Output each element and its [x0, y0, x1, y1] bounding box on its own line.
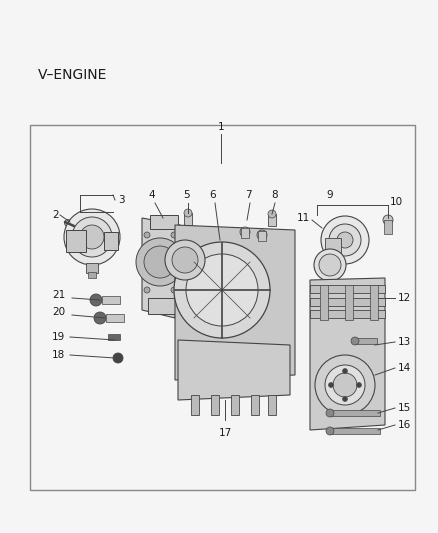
Bar: [251, 395, 259, 415]
Text: 17: 17: [219, 428, 232, 438]
Polygon shape: [175, 225, 295, 380]
Circle shape: [113, 353, 123, 363]
Bar: [355, 338, 377, 344]
Circle shape: [64, 209, 120, 265]
Circle shape: [165, 240, 205, 280]
Circle shape: [64, 220, 71, 227]
Circle shape: [94, 312, 106, 324]
Bar: [258, 231, 266, 241]
Circle shape: [90, 294, 102, 306]
Bar: [184, 213, 192, 227]
Circle shape: [174, 242, 270, 338]
Bar: [106, 314, 124, 322]
Circle shape: [72, 217, 112, 257]
Text: 15: 15: [398, 403, 411, 413]
Polygon shape: [178, 340, 290, 400]
Bar: [310, 285, 385, 293]
Circle shape: [326, 427, 334, 435]
Circle shape: [144, 232, 150, 238]
Bar: [330, 428, 380, 434]
Bar: [320, 285, 328, 320]
Text: 16: 16: [398, 420, 411, 430]
Bar: [30, 125, 415, 490]
Text: 14: 14: [398, 363, 411, 373]
Bar: [108, 334, 120, 340]
Circle shape: [144, 246, 176, 278]
Text: 12: 12: [398, 293, 411, 303]
Text: 21: 21: [52, 290, 65, 300]
Bar: [150, 215, 178, 229]
Bar: [211, 395, 219, 415]
Circle shape: [314, 249, 346, 281]
Circle shape: [144, 287, 150, 293]
Circle shape: [383, 215, 393, 225]
Circle shape: [333, 373, 357, 397]
Bar: [86, 263, 98, 273]
Bar: [310, 298, 385, 306]
Text: 7: 7: [245, 190, 251, 200]
Bar: [241, 228, 249, 238]
Text: 13: 13: [398, 337, 411, 347]
Bar: [231, 395, 239, 415]
Bar: [384, 220, 392, 234]
Polygon shape: [310, 278, 385, 430]
Circle shape: [343, 397, 347, 401]
Bar: [102, 296, 120, 304]
Circle shape: [171, 287, 177, 293]
Circle shape: [136, 238, 184, 286]
Bar: [268, 214, 276, 226]
Circle shape: [337, 232, 353, 248]
Circle shape: [240, 227, 250, 237]
Circle shape: [325, 365, 365, 405]
Circle shape: [257, 230, 267, 240]
Bar: [370, 285, 378, 320]
Text: 3: 3: [118, 195, 125, 205]
Bar: [88, 272, 96, 278]
Bar: [345, 285, 353, 320]
Circle shape: [80, 225, 104, 249]
Bar: [330, 410, 380, 416]
Text: 1: 1: [218, 122, 224, 132]
Circle shape: [319, 254, 341, 276]
Circle shape: [351, 337, 359, 345]
Bar: [66, 230, 86, 252]
Bar: [310, 310, 385, 318]
Polygon shape: [142, 218, 180, 318]
Text: 4: 4: [148, 190, 155, 200]
Bar: [325, 238, 341, 258]
Text: 5: 5: [183, 190, 189, 200]
Circle shape: [343, 368, 347, 374]
Bar: [191, 395, 199, 415]
Bar: [148, 298, 176, 314]
Text: 2: 2: [52, 210, 59, 220]
Text: 8: 8: [272, 190, 278, 200]
Circle shape: [172, 247, 198, 273]
Text: 20: 20: [52, 307, 65, 317]
Circle shape: [357, 383, 361, 387]
Circle shape: [186, 254, 258, 326]
Text: 6: 6: [210, 190, 216, 200]
Bar: [104, 232, 118, 250]
Circle shape: [328, 383, 333, 387]
Bar: [268, 395, 276, 415]
Circle shape: [268, 210, 276, 218]
Circle shape: [184, 209, 192, 217]
Text: 18: 18: [52, 350, 65, 360]
Text: 10: 10: [390, 197, 403, 207]
Text: 11: 11: [297, 213, 310, 223]
Circle shape: [171, 232, 177, 238]
Circle shape: [329, 224, 361, 256]
Text: 19: 19: [52, 332, 65, 342]
Circle shape: [321, 216, 369, 264]
Text: V–ENGINE: V–ENGINE: [38, 68, 107, 82]
Circle shape: [315, 355, 375, 415]
Circle shape: [326, 409, 334, 417]
Text: 9: 9: [327, 190, 333, 200]
